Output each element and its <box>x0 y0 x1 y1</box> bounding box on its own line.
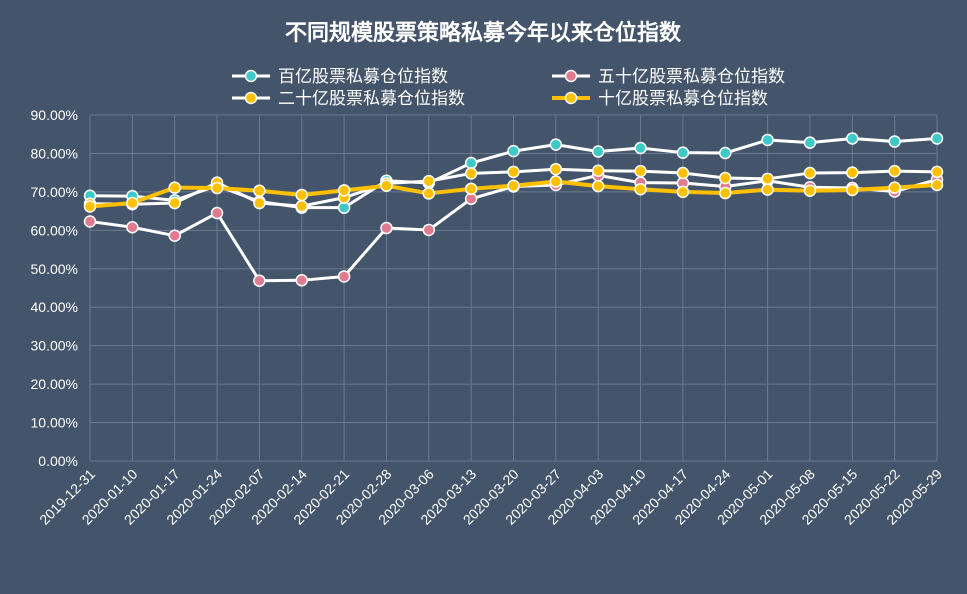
series-group <box>83 132 944 287</box>
y-tick-label: 90.00% <box>31 107 78 123</box>
legend-item: 五十亿股票私募仓位指数 <box>552 67 785 87</box>
data-point <box>803 184 817 197</box>
data-point <box>888 135 901 148</box>
legend-marker <box>564 91 578 105</box>
data-point <box>888 181 901 194</box>
data-point <box>380 179 393 192</box>
data-point <box>253 274 266 287</box>
data-point <box>549 138 563 151</box>
legend-item: 十亿股票私募仓位指数 <box>552 89 768 109</box>
data-point <box>591 164 605 177</box>
y-tick-label: 10.00% <box>31 415 78 431</box>
data-point <box>846 166 859 179</box>
data-point <box>464 156 478 170</box>
data-point <box>888 164 901 178</box>
y-tick-label: 70.00% <box>31 184 78 200</box>
data-point <box>295 199 308 213</box>
data-point <box>591 145 605 158</box>
data-point <box>83 215 97 228</box>
legend-item: 二十亿股票私募仓位指数 <box>232 89 465 109</box>
data-point <box>507 165 520 179</box>
data-point <box>337 184 351 197</box>
data-point <box>422 187 436 200</box>
data-point <box>464 182 478 196</box>
data-point <box>676 166 690 180</box>
legend-marker <box>244 91 258 105</box>
data-point <box>761 183 774 196</box>
data-point <box>83 200 97 213</box>
data-point <box>422 223 436 237</box>
data-point <box>846 132 859 145</box>
data-point <box>126 196 139 210</box>
y-tick-label: 50.00% <box>31 261 78 277</box>
legend-label: 二十亿股票私募仓位指数 <box>278 89 465 109</box>
data-point <box>168 196 181 210</box>
data-point <box>507 179 520 192</box>
data-point <box>803 166 817 180</box>
data-point <box>464 167 478 180</box>
data-point <box>719 186 732 200</box>
legend-label: 五十亿股票私募仓位指数 <box>598 67 785 87</box>
data-point <box>507 144 520 158</box>
data-point <box>168 181 181 194</box>
x-axis: 2019-12-312020-01-102020-01-172020-01-24… <box>36 466 945 528</box>
legend-item: 百亿股票私募仓位指数 <box>232 67 448 87</box>
data-point <box>676 146 690 159</box>
y-tick-label: 0.00% <box>38 453 78 469</box>
data-point <box>295 188 308 202</box>
y-tick-label: 60.00% <box>31 222 78 238</box>
data-point <box>253 184 266 197</box>
legend-label: 十亿股票私募仓位指数 <box>598 89 768 109</box>
data-point <box>210 206 224 220</box>
data-point <box>422 174 436 188</box>
data-point <box>634 164 647 178</box>
y-tick-label: 40.00% <box>31 299 78 315</box>
data-point <box>719 171 732 185</box>
y-tick-label: 20.00% <box>31 376 78 392</box>
data-point <box>126 221 139 234</box>
legend-label: 百亿股票私募仓位指数 <box>278 67 448 87</box>
y-tick-label: 80.00% <box>31 145 78 161</box>
data-point <box>761 172 774 186</box>
data-point <box>253 196 266 210</box>
data-point <box>591 179 605 193</box>
data-point <box>930 178 944 192</box>
legend-marker <box>564 69 578 83</box>
data-point <box>549 175 563 188</box>
data-point <box>761 133 774 147</box>
data-point <box>846 183 859 197</box>
data-point <box>930 132 944 145</box>
legend-marker <box>244 69 258 83</box>
data-point <box>337 270 351 283</box>
data-point <box>210 181 224 195</box>
y-tick-label: 30.00% <box>31 338 78 354</box>
data-point <box>634 141 647 155</box>
data-point <box>803 136 817 149</box>
data-point <box>676 185 690 199</box>
data-point <box>380 221 393 235</box>
chart-title: 不同规模股票策略私募今年以来仓位指数 <box>285 20 682 46</box>
data-point <box>930 165 944 179</box>
data-point <box>168 229 181 242</box>
series-4 <box>83 175 944 213</box>
data-point <box>634 182 647 196</box>
y-axis: 0.00% 10.00% 20.00% 30.00% 40.00% 50.00% 60.00… <box>31 107 78 469</box>
data-point <box>719 146 732 160</box>
data-point <box>295 274 308 287</box>
data-point <box>549 162 563 176</box>
